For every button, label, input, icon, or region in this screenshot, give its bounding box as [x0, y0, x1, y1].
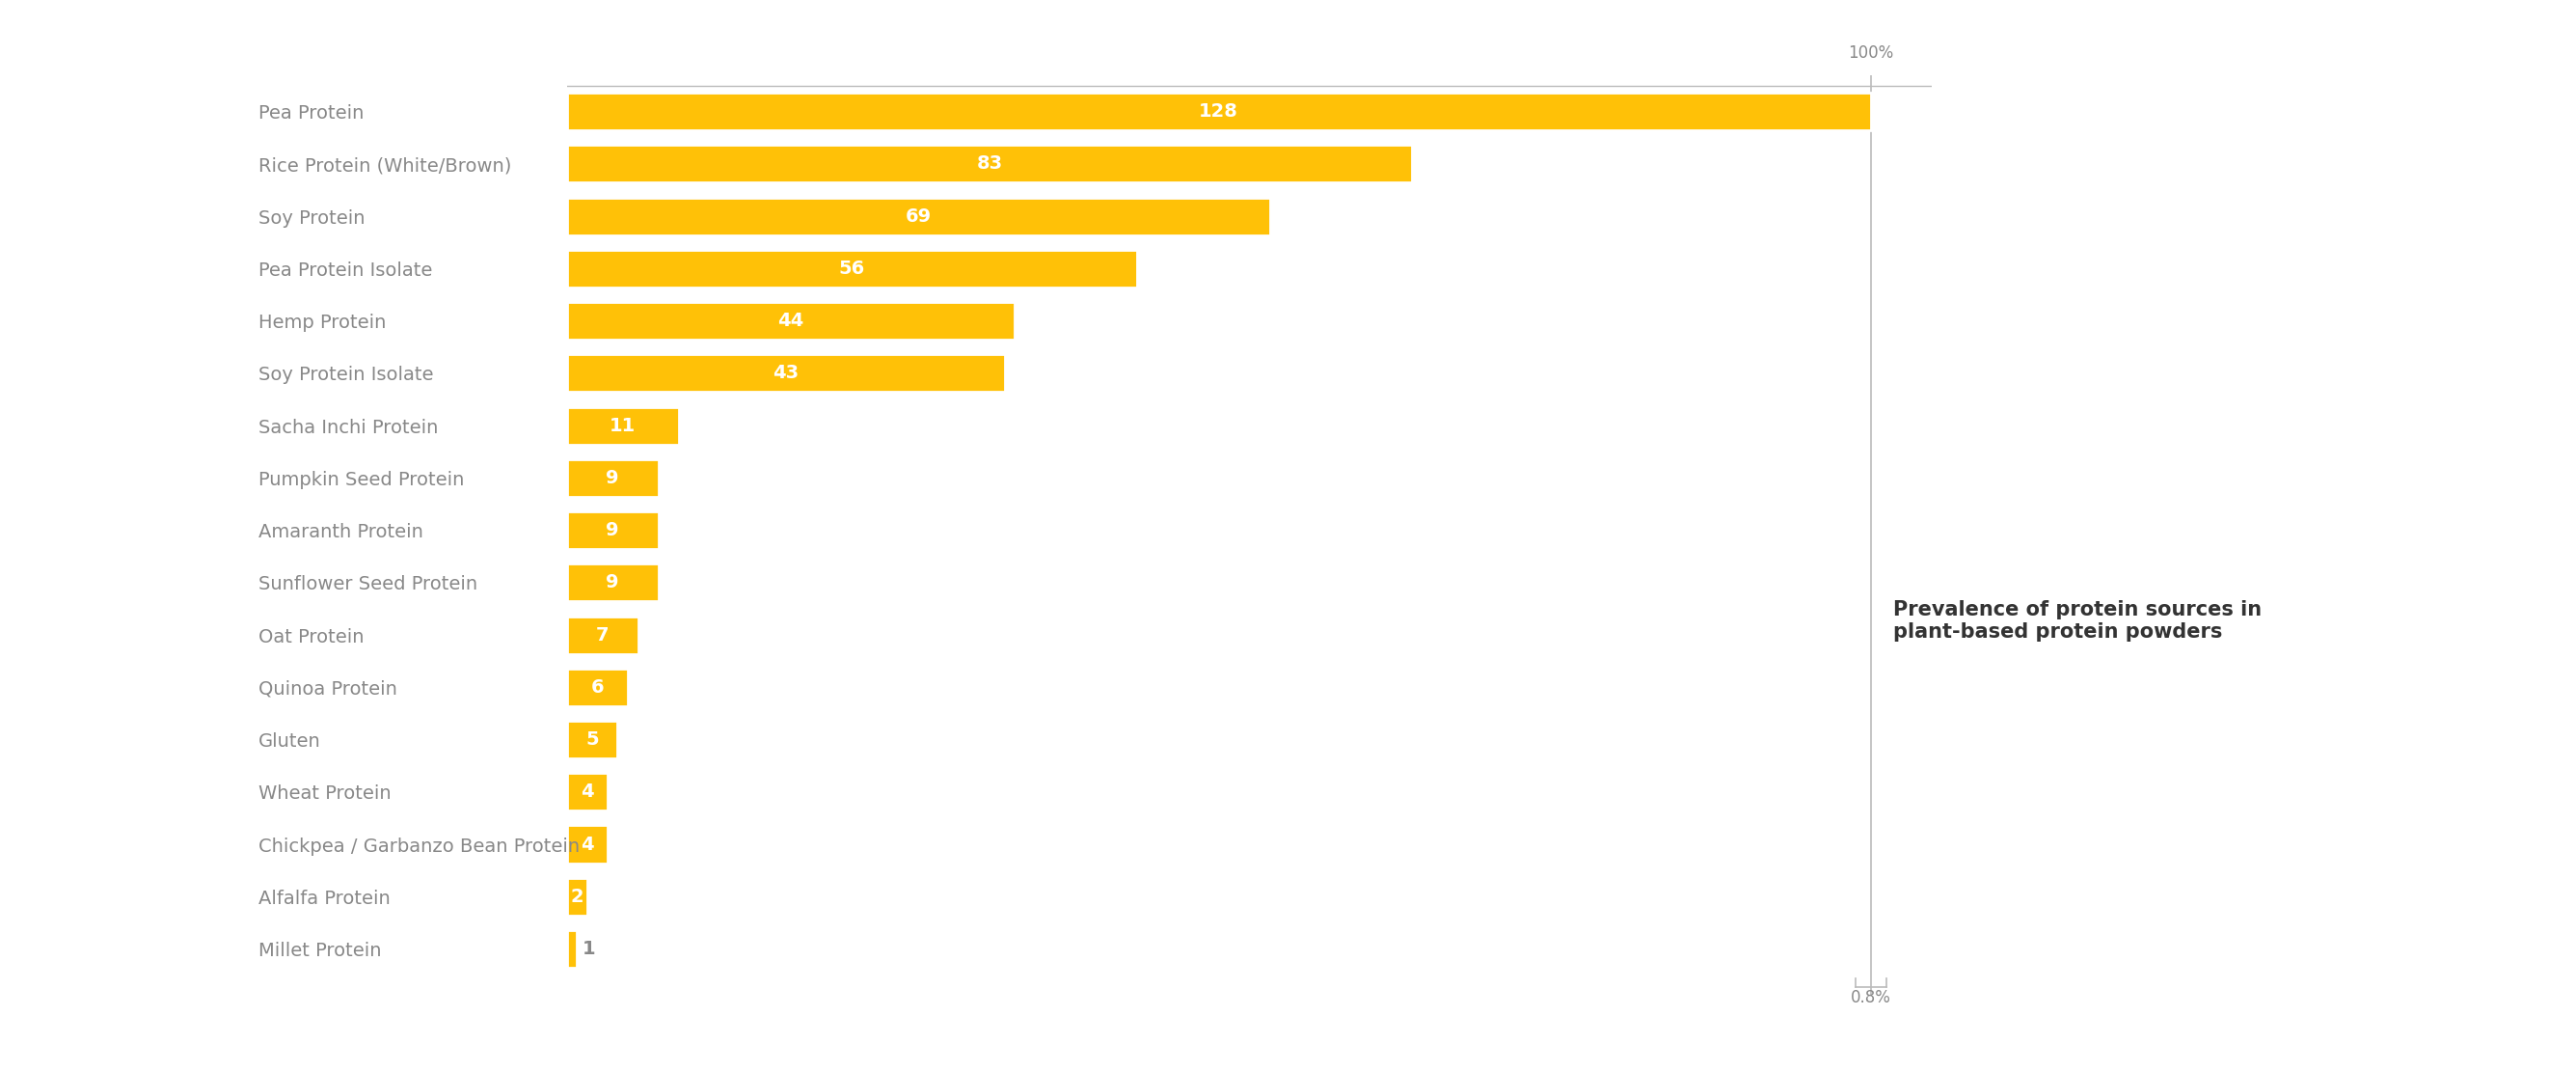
Bar: [567, 459, 659, 497]
Text: 6: 6: [590, 678, 603, 696]
Bar: [567, 721, 618, 758]
Text: 56: 56: [840, 259, 866, 277]
Bar: [567, 250, 1136, 287]
Bar: [567, 563, 659, 602]
Bar: [567, 773, 608, 811]
Text: 69: 69: [904, 207, 933, 225]
Bar: [567, 930, 577, 968]
Text: 43: 43: [773, 364, 799, 382]
Text: 83: 83: [976, 155, 1002, 174]
Text: 9: 9: [605, 469, 618, 487]
Text: 4: 4: [580, 783, 592, 801]
Text: 44: 44: [778, 312, 804, 330]
Bar: [567, 512, 659, 549]
Text: 4: 4: [580, 835, 592, 854]
Text: 1: 1: [582, 939, 595, 959]
Bar: [567, 668, 629, 706]
Bar: [567, 355, 1005, 392]
Text: 7: 7: [595, 625, 608, 644]
Text: 9: 9: [605, 522, 618, 540]
Text: 100%: 100%: [1847, 45, 1893, 62]
Text: Prevalence of protein sources in
plant-based protein powders: Prevalence of protein sources in plant-b…: [1893, 601, 2262, 642]
Bar: [567, 197, 1270, 236]
Bar: [567, 616, 639, 653]
Text: 9: 9: [605, 573, 618, 592]
Text: 128: 128: [1198, 103, 1239, 121]
Text: 2: 2: [569, 888, 585, 906]
Text: 0.8%: 0.8%: [1850, 990, 1891, 1007]
Text: 5: 5: [585, 730, 598, 749]
Text: 11: 11: [611, 417, 636, 435]
Bar: [567, 407, 680, 444]
Bar: [567, 878, 587, 916]
Bar: [567, 93, 1870, 131]
Bar: [567, 145, 1412, 183]
Bar: [567, 302, 1015, 340]
Bar: [567, 826, 608, 863]
